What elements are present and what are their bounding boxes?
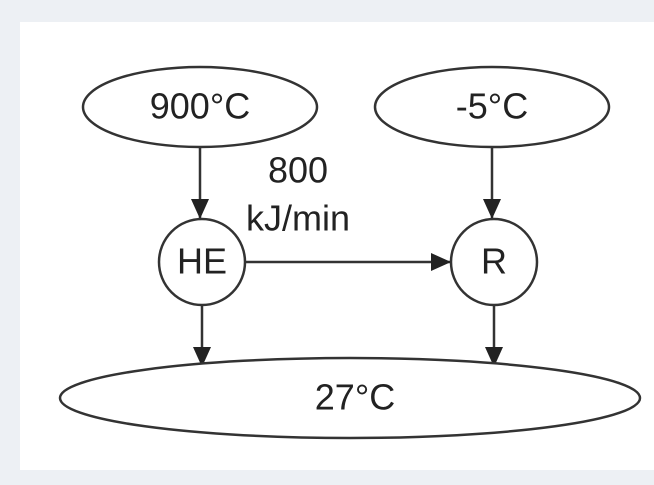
node-label: R bbox=[481, 241, 507, 282]
node-ellipse bbox=[58, 356, 642, 440]
node-ellipse bbox=[81, 65, 319, 149]
node-circle bbox=[449, 217, 539, 307]
node-label: HE bbox=[177, 241, 227, 282]
node-label: 900°C bbox=[150, 86, 250, 127]
node-label: -5°C bbox=[456, 86, 528, 127]
node-label: 27°C bbox=[315, 377, 395, 418]
edge-label: kJ/min bbox=[246, 198, 350, 239]
node-circle bbox=[157, 217, 247, 307]
node-ellipse bbox=[373, 65, 611, 149]
edge-label: 800 bbox=[268, 150, 328, 191]
